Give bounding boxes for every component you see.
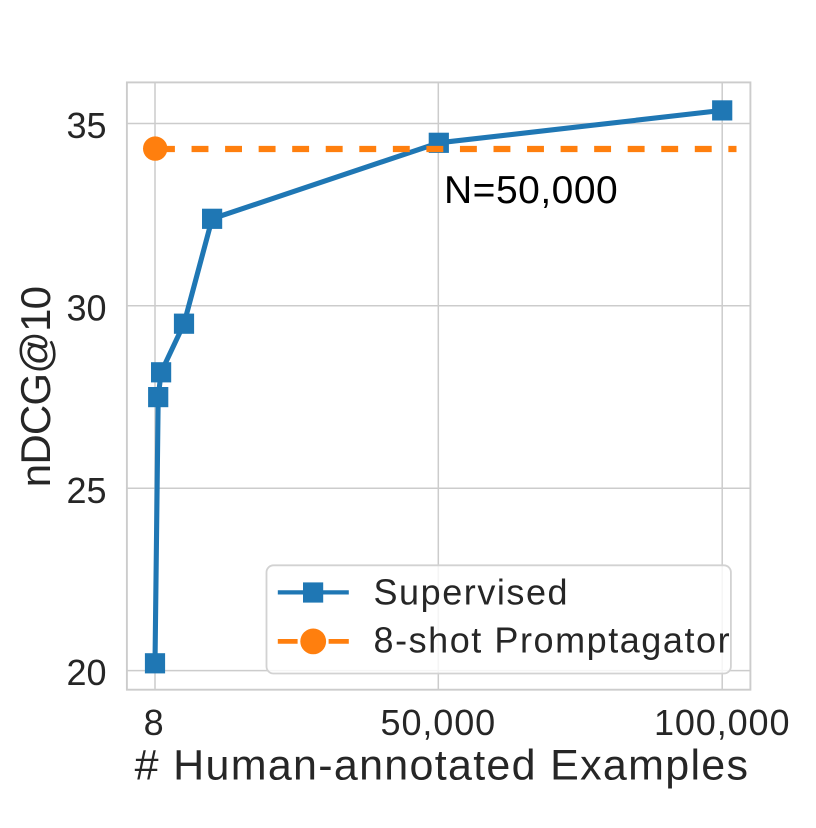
svg-text:50,000: 50,000 bbox=[381, 702, 497, 743]
svg-text:# Human-annotated Examples: # Human-annotated Examples bbox=[135, 742, 750, 790]
svg-text:8: 8 bbox=[144, 702, 165, 743]
svg-text:N=50,000: N=50,000 bbox=[444, 169, 618, 212]
svg-text:100,000: 100,000 bbox=[654, 702, 790, 743]
svg-text:nDCG@10: nDCG@10 bbox=[12, 287, 59, 487]
svg-text:30: 30 bbox=[66, 287, 106, 328]
svg-text:25: 25 bbox=[66, 470, 106, 511]
svg-text:Supervised: Supervised bbox=[374, 572, 570, 613]
svg-text:35: 35 bbox=[66, 105, 106, 146]
svg-text:20: 20 bbox=[66, 652, 106, 693]
svg-text:8-shot Promptagator: 8-shot Promptagator bbox=[374, 619, 732, 660]
